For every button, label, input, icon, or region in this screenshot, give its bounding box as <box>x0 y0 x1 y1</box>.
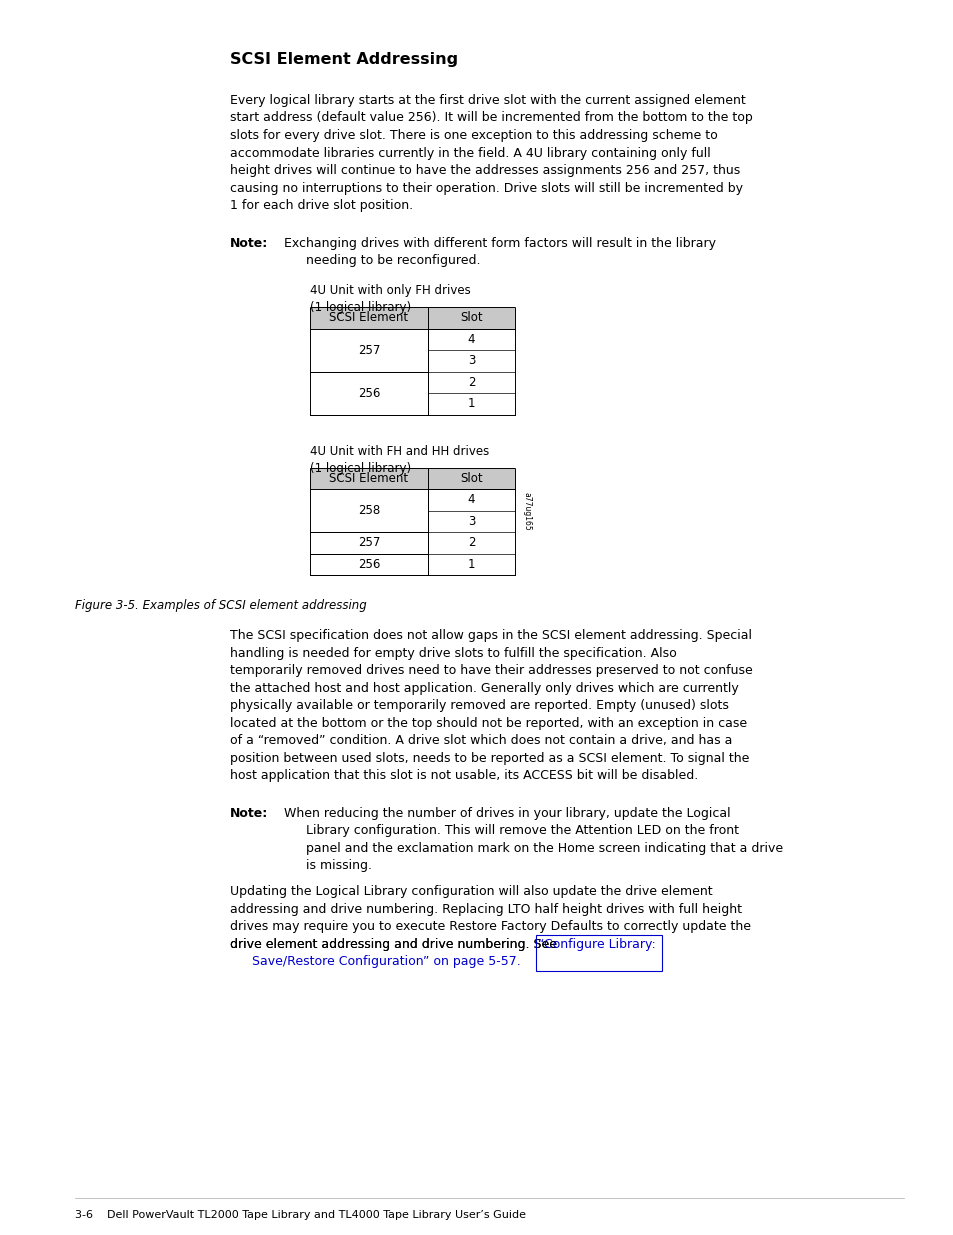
Text: SCSI Element: SCSI Element <box>329 472 408 485</box>
Bar <box>310 372 428 415</box>
Bar <box>310 553 428 576</box>
Text: drive element addressing and drive numbering. See: drive element addressing and drive numbe… <box>230 937 557 951</box>
Text: 2: 2 <box>467 536 475 550</box>
Text: 2: 2 <box>467 375 475 389</box>
Text: 257: 257 <box>357 536 380 550</box>
Text: causing no interruptions to their operation. Drive slots will still be increment: causing no interruptions to their operat… <box>230 182 742 194</box>
Text: Every logical library starts at the first drive slot with the current assigned e: Every logical library starts at the firs… <box>230 94 745 107</box>
Text: start address (default value 256). It will be incremented from the bottom to the: start address (default value 256). It wi… <box>230 111 752 125</box>
Text: When reducing the number of drives in your library, update the Logical: When reducing the number of drives in yo… <box>284 806 730 820</box>
Text: handling is needed for empty drive slots to fulfill the specification. Also: handling is needed for empty drive slots… <box>230 646 676 659</box>
Text: Updating the Logical Library configuration will also update the drive element: Updating the Logical Library configurati… <box>230 885 712 898</box>
Text: 1: 1 <box>467 398 475 410</box>
Text: “Configure Library:: “Configure Library: <box>537 937 655 951</box>
Text: 1: 1 <box>467 558 475 571</box>
Text: Note:: Note: <box>230 806 268 820</box>
Text: (1 logical library): (1 logical library) <box>310 462 411 474</box>
Bar <box>310 489 428 532</box>
Text: height drives will continue to have the addresses assignments 256 and 257, thus: height drives will continue to have the … <box>230 164 740 177</box>
Bar <box>310 468 515 489</box>
Text: 4: 4 <box>467 493 475 506</box>
Text: 256: 256 <box>357 558 380 571</box>
Text: SCSI Element: SCSI Element <box>329 311 408 325</box>
Text: panel and the exclamation mark on the Home screen indicating that a drive: panel and the exclamation mark on the Ho… <box>306 841 782 855</box>
Text: 258: 258 <box>357 504 379 517</box>
Text: temporarily removed drives need to have their addresses preserved to not confuse: temporarily removed drives need to have … <box>230 664 752 677</box>
Bar <box>310 532 428 553</box>
Text: located at the bottom or the top should not be reported, with an exception in ca: located at the bottom or the top should … <box>230 716 746 730</box>
Text: a77ug165: a77ug165 <box>521 492 531 531</box>
Bar <box>310 329 428 372</box>
Text: 256: 256 <box>357 387 380 399</box>
Text: 1 for each drive slot position.: 1 for each drive slot position. <box>230 199 413 212</box>
Text: Note:: Note: <box>230 236 268 249</box>
Text: addressing and drive numbering. Replacing LTO half height drives with full heigh: addressing and drive numbering. Replacin… <box>230 903 741 915</box>
Text: 4: 4 <box>467 332 475 346</box>
Text: is missing.: is missing. <box>306 860 372 872</box>
Text: 4U Unit with only FH drives: 4U Unit with only FH drives <box>310 284 470 296</box>
Text: Exchanging drives with different form factors will result in the library: Exchanging drives with different form fa… <box>284 236 716 249</box>
Text: SCSI Element Addressing: SCSI Element Addressing <box>230 52 457 67</box>
Text: Figure 3-5. Examples of SCSI element addressing: Figure 3-5. Examples of SCSI element add… <box>75 599 366 613</box>
Text: the attached host and host application. Generally only drives which are currentl: the attached host and host application. … <box>230 682 738 694</box>
Text: position between used slots, needs to be reported as a SCSI element. To signal t: position between used slots, needs to be… <box>230 752 749 764</box>
Text: drives may require you to execute Restore Factory Defaults to correctly update t: drives may require you to execute Restor… <box>230 920 750 932</box>
Text: Slot: Slot <box>459 472 482 485</box>
Text: Library configuration. This will remove the Attention LED on the front: Library configuration. This will remove … <box>306 824 739 837</box>
Text: 3: 3 <box>467 515 475 527</box>
Text: The SCSI specification does not allow gaps in the SCSI element addressing. Speci: The SCSI specification does not allow ga… <box>230 629 751 642</box>
Text: needing to be reconfigured.: needing to be reconfigured. <box>306 254 480 267</box>
Text: slots for every drive slot. There is one exception to this addressing scheme to: slots for every drive slot. There is one… <box>230 128 717 142</box>
Text: drive element addressing and drive numbering. See: drive element addressing and drive numbe… <box>230 937 557 951</box>
Text: 257: 257 <box>357 343 380 357</box>
Bar <box>310 308 515 329</box>
Text: Save/Restore Configuration” on page 5-57.: Save/Restore Configuration” on page 5-57… <box>252 955 520 968</box>
Text: host application that this slot is not usable, its ACCESS bit will be disabled.: host application that this slot is not u… <box>230 769 698 782</box>
Text: of a “removed” condition. A drive slot which does not contain a drive, and has a: of a “removed” condition. A drive slot w… <box>230 734 732 747</box>
Text: accommodate libraries currently in the field. A 4U library containing only full: accommodate libraries currently in the f… <box>230 147 710 159</box>
Text: (1 logical library): (1 logical library) <box>310 301 411 314</box>
Text: Slot: Slot <box>459 311 482 325</box>
Text: 3: 3 <box>467 354 475 367</box>
Text: physically available or temporarily removed are reported. Empty (unused) slots: physically available or temporarily remo… <box>230 699 728 713</box>
Text: 3-6    Dell PowerVault TL2000 Tape Library and TL4000 Tape Library User’s Guide: 3-6 Dell PowerVault TL2000 Tape Library … <box>75 1210 525 1220</box>
Text: 4U Unit with FH and HH drives: 4U Unit with FH and HH drives <box>310 445 489 457</box>
